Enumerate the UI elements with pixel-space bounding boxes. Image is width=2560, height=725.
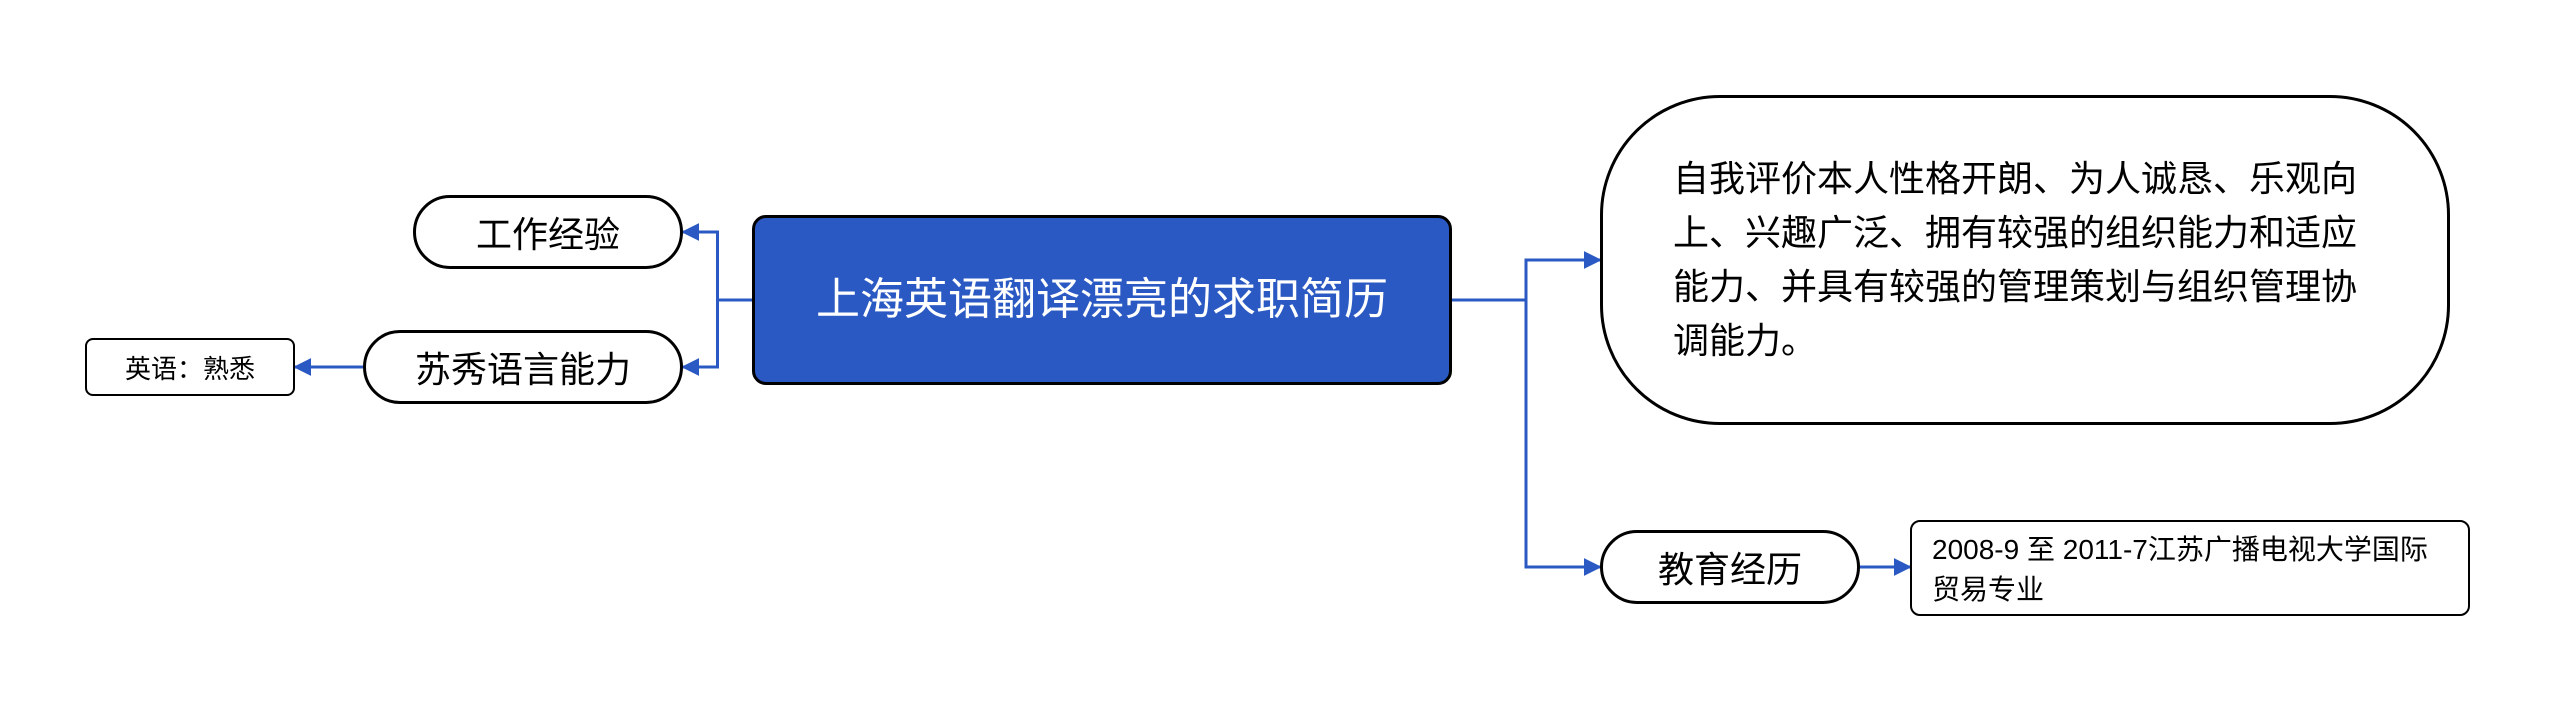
self-text: 自我评价本人性格开朗、为人诚恳、乐观向上、兴趣广泛、拥有较强的组织能力和适应能力… <box>1673 152 2377 368</box>
edge <box>1452 260 1600 300</box>
node-education: 教育经历 <box>1600 530 1860 604</box>
root-node: 上海英语翻译漂亮的求职简历 <box>752 215 1452 385</box>
node-language-detail: 英语：熟悉 <box>85 338 295 396</box>
mindmap-canvas: 上海英语翻译漂亮的求职简历 工作经验 苏秀语言能力 英语：熟悉 自我评价本人性格… <box>0 0 2560 725</box>
lang-text: 苏秀语言能力 <box>415 341 631 393</box>
edge <box>683 300 752 367</box>
work-text: 工作经验 <box>476 206 620 258</box>
edge <box>683 232 752 300</box>
lang-detail-text: 英语：熟悉 <box>125 349 255 386</box>
root-text: 上海英语翻译漂亮的求职简历 <box>816 269 1388 331</box>
node-self-evaluation: 自我评价本人性格开朗、为人诚恳、乐观向上、兴趣广泛、拥有较强的组织能力和适应能力… <box>1600 95 2450 425</box>
node-education-detail: 2008-9 至 2011-7江苏广播电视大学国际贸易专业 <box>1910 520 2470 616</box>
edu-detail-text: 2008-9 至 2011-7江苏广播电视大学国际贸易专业 <box>1932 528 2448 608</box>
edge <box>1452 300 1600 567</box>
node-work-experience: 工作经验 <box>413 195 683 269</box>
node-language-skill: 苏秀语言能力 <box>363 330 683 404</box>
edu-text: 教育经历 <box>1658 541 1802 593</box>
